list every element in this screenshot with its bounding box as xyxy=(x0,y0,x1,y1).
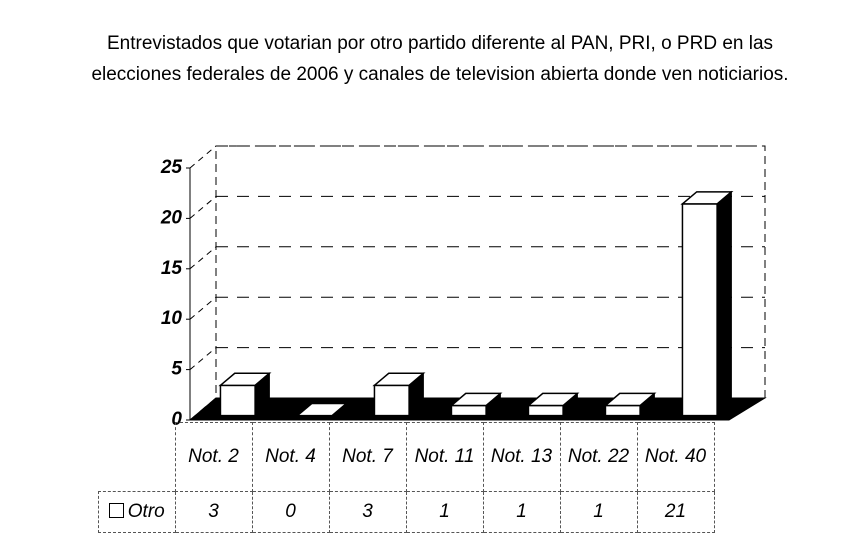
bar-front xyxy=(373,384,410,417)
grid-line xyxy=(189,296,217,320)
legend-label: Otro xyxy=(127,501,165,522)
grid-line xyxy=(189,246,217,270)
table-value: 3 xyxy=(174,491,253,533)
y-tick-label: 0 xyxy=(171,409,182,430)
table-value: 1 xyxy=(405,491,484,533)
grid-line xyxy=(189,196,217,219)
y-tick-label: 10 xyxy=(161,308,183,329)
y-tick-label: 25 xyxy=(160,157,183,178)
x-tick-label: Not. 22 xyxy=(559,422,638,492)
data-table: Not. 2 Not. 4 Not. 7 Not. 11 Not. 13 Not. 22 N… xyxy=(98,422,715,533)
bar-front xyxy=(681,203,718,417)
grid-line xyxy=(189,347,217,370)
bar-side xyxy=(485,392,501,417)
x-tick-label: Not. 2 xyxy=(174,422,253,492)
bar-side xyxy=(254,372,270,417)
grid-line xyxy=(189,145,217,169)
table-value: 1 xyxy=(559,491,638,533)
x-tick-label: Not. 40 xyxy=(636,422,715,492)
bar-side xyxy=(408,372,424,417)
y-tick-label: 15 xyxy=(161,258,183,279)
table-value: 3 xyxy=(328,491,407,533)
table-value: 21 xyxy=(636,491,715,533)
x-tick-label: Not. 7 xyxy=(328,422,407,492)
bar xyxy=(526,392,580,417)
bar-side xyxy=(331,403,347,416)
x-tick-label: Not. 13 xyxy=(482,422,561,492)
bar xyxy=(680,190,734,417)
bar xyxy=(295,402,349,417)
y-tick-label: 5 xyxy=(171,359,182,380)
bar xyxy=(372,372,426,417)
x-tick-label: Not. 4 xyxy=(251,422,330,492)
bar-side xyxy=(562,392,578,417)
legend-cell: Otro xyxy=(98,491,176,533)
bar xyxy=(218,372,272,417)
legend-swatch xyxy=(108,503,124,518)
bar-side xyxy=(716,190,732,417)
bar-front xyxy=(604,404,641,417)
table-value: 0 xyxy=(251,491,330,533)
chart-title: Entrevistados que votarian por otro part… xyxy=(91,33,789,85)
bar xyxy=(449,392,503,417)
back-wall xyxy=(189,145,766,421)
bar xyxy=(603,392,657,417)
bar-front xyxy=(450,404,487,417)
bar-front xyxy=(527,404,564,417)
bar-front xyxy=(219,384,256,417)
y-tick-label: 20 xyxy=(160,207,183,228)
value-row: Otro 3 0 3 1 1 1 21 xyxy=(98,491,715,533)
bar-side xyxy=(639,392,655,417)
x-tick-label: Not. 11 xyxy=(405,422,484,492)
table-value: 1 xyxy=(482,491,561,533)
category-row: Not. 2 Not. 4 Not. 7 Not. 11 Not. 13 Not. 22 N… xyxy=(99,422,715,492)
blank-cell xyxy=(99,423,176,492)
